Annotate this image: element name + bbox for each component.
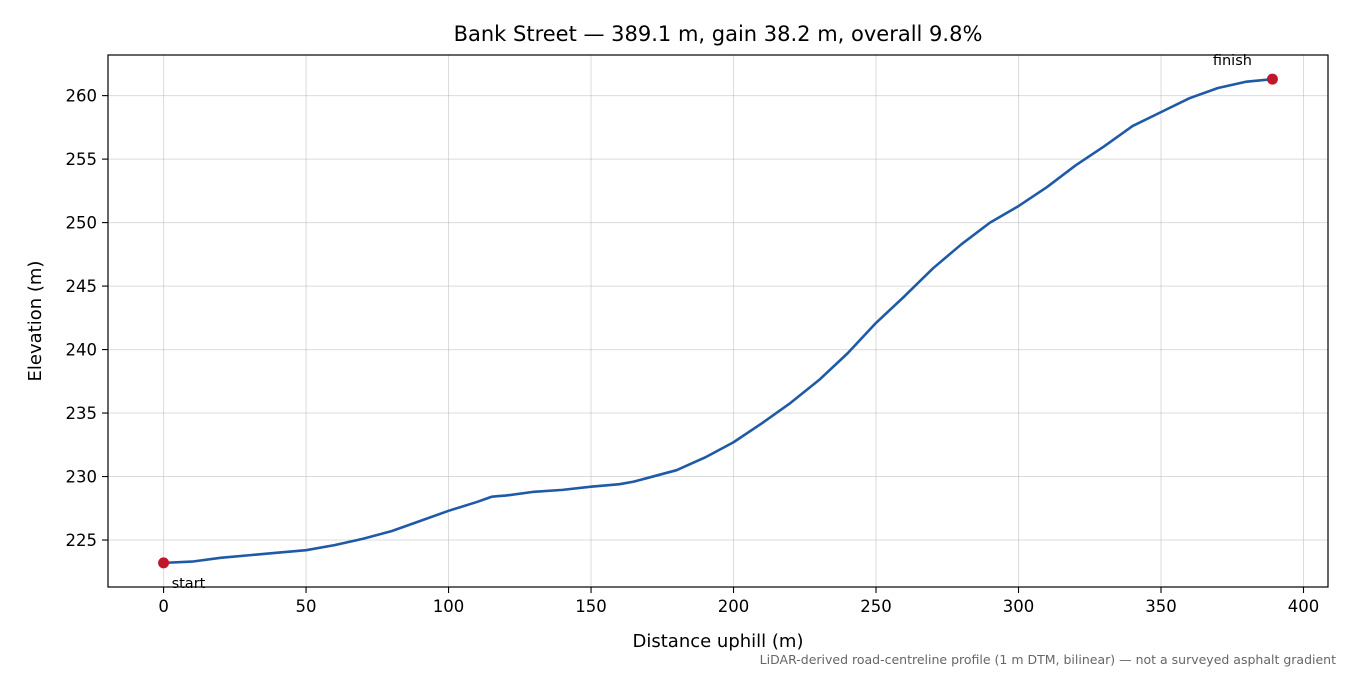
x-tick-label: 250 [860,597,892,616]
x-tick-label: 0 [158,597,169,616]
elevation-profile-line [162,77,1274,565]
y-tick-label: 255 [66,150,98,169]
chart-title: Bank Street — 389.1 m, gain 38.2 m, over… [454,22,983,46]
start-marker [158,557,170,569]
y-tick-label: 245 [66,277,98,296]
x-axis-ticks: 0 50 100 150 200 250 300 350 400 [158,587,1319,616]
y-tick-label: 230 [66,468,98,487]
y-tick-label: 240 [66,341,98,360]
y-tick-label: 260 [66,87,98,106]
x-tick-label: 200 [718,597,750,616]
x-axis-title: Distance uphill (m) [633,631,804,652]
marker-layer: start finish [158,53,1278,592]
y-tick-label: 225 [66,531,98,550]
footnote: LiDAR-derived road-centreline profile (1… [760,652,1336,667]
x-tick-label: 300 [1003,597,1035,616]
y-tick-label: 250 [66,214,98,233]
grid [108,55,1328,587]
x-tick-label: 400 [1288,597,1320,616]
profile-line-layer [162,77,1274,565]
y-axis-title: Elevation (m) [25,261,46,382]
plot-area-frame [107,54,1329,588]
x-tick-label: 350 [1145,597,1177,616]
y-axis-ticks: 225 230 235 240 245 250 255 260 [66,87,108,550]
finish-marker [1266,73,1278,85]
y-tick-label: 235 [66,404,98,423]
finish-label: finish [1213,53,1252,69]
x-tick-label: 100 [433,597,465,616]
start-label: start [172,576,206,592]
x-tick-label: 150 [575,597,607,616]
x-tick-label: 50 [296,597,317,616]
